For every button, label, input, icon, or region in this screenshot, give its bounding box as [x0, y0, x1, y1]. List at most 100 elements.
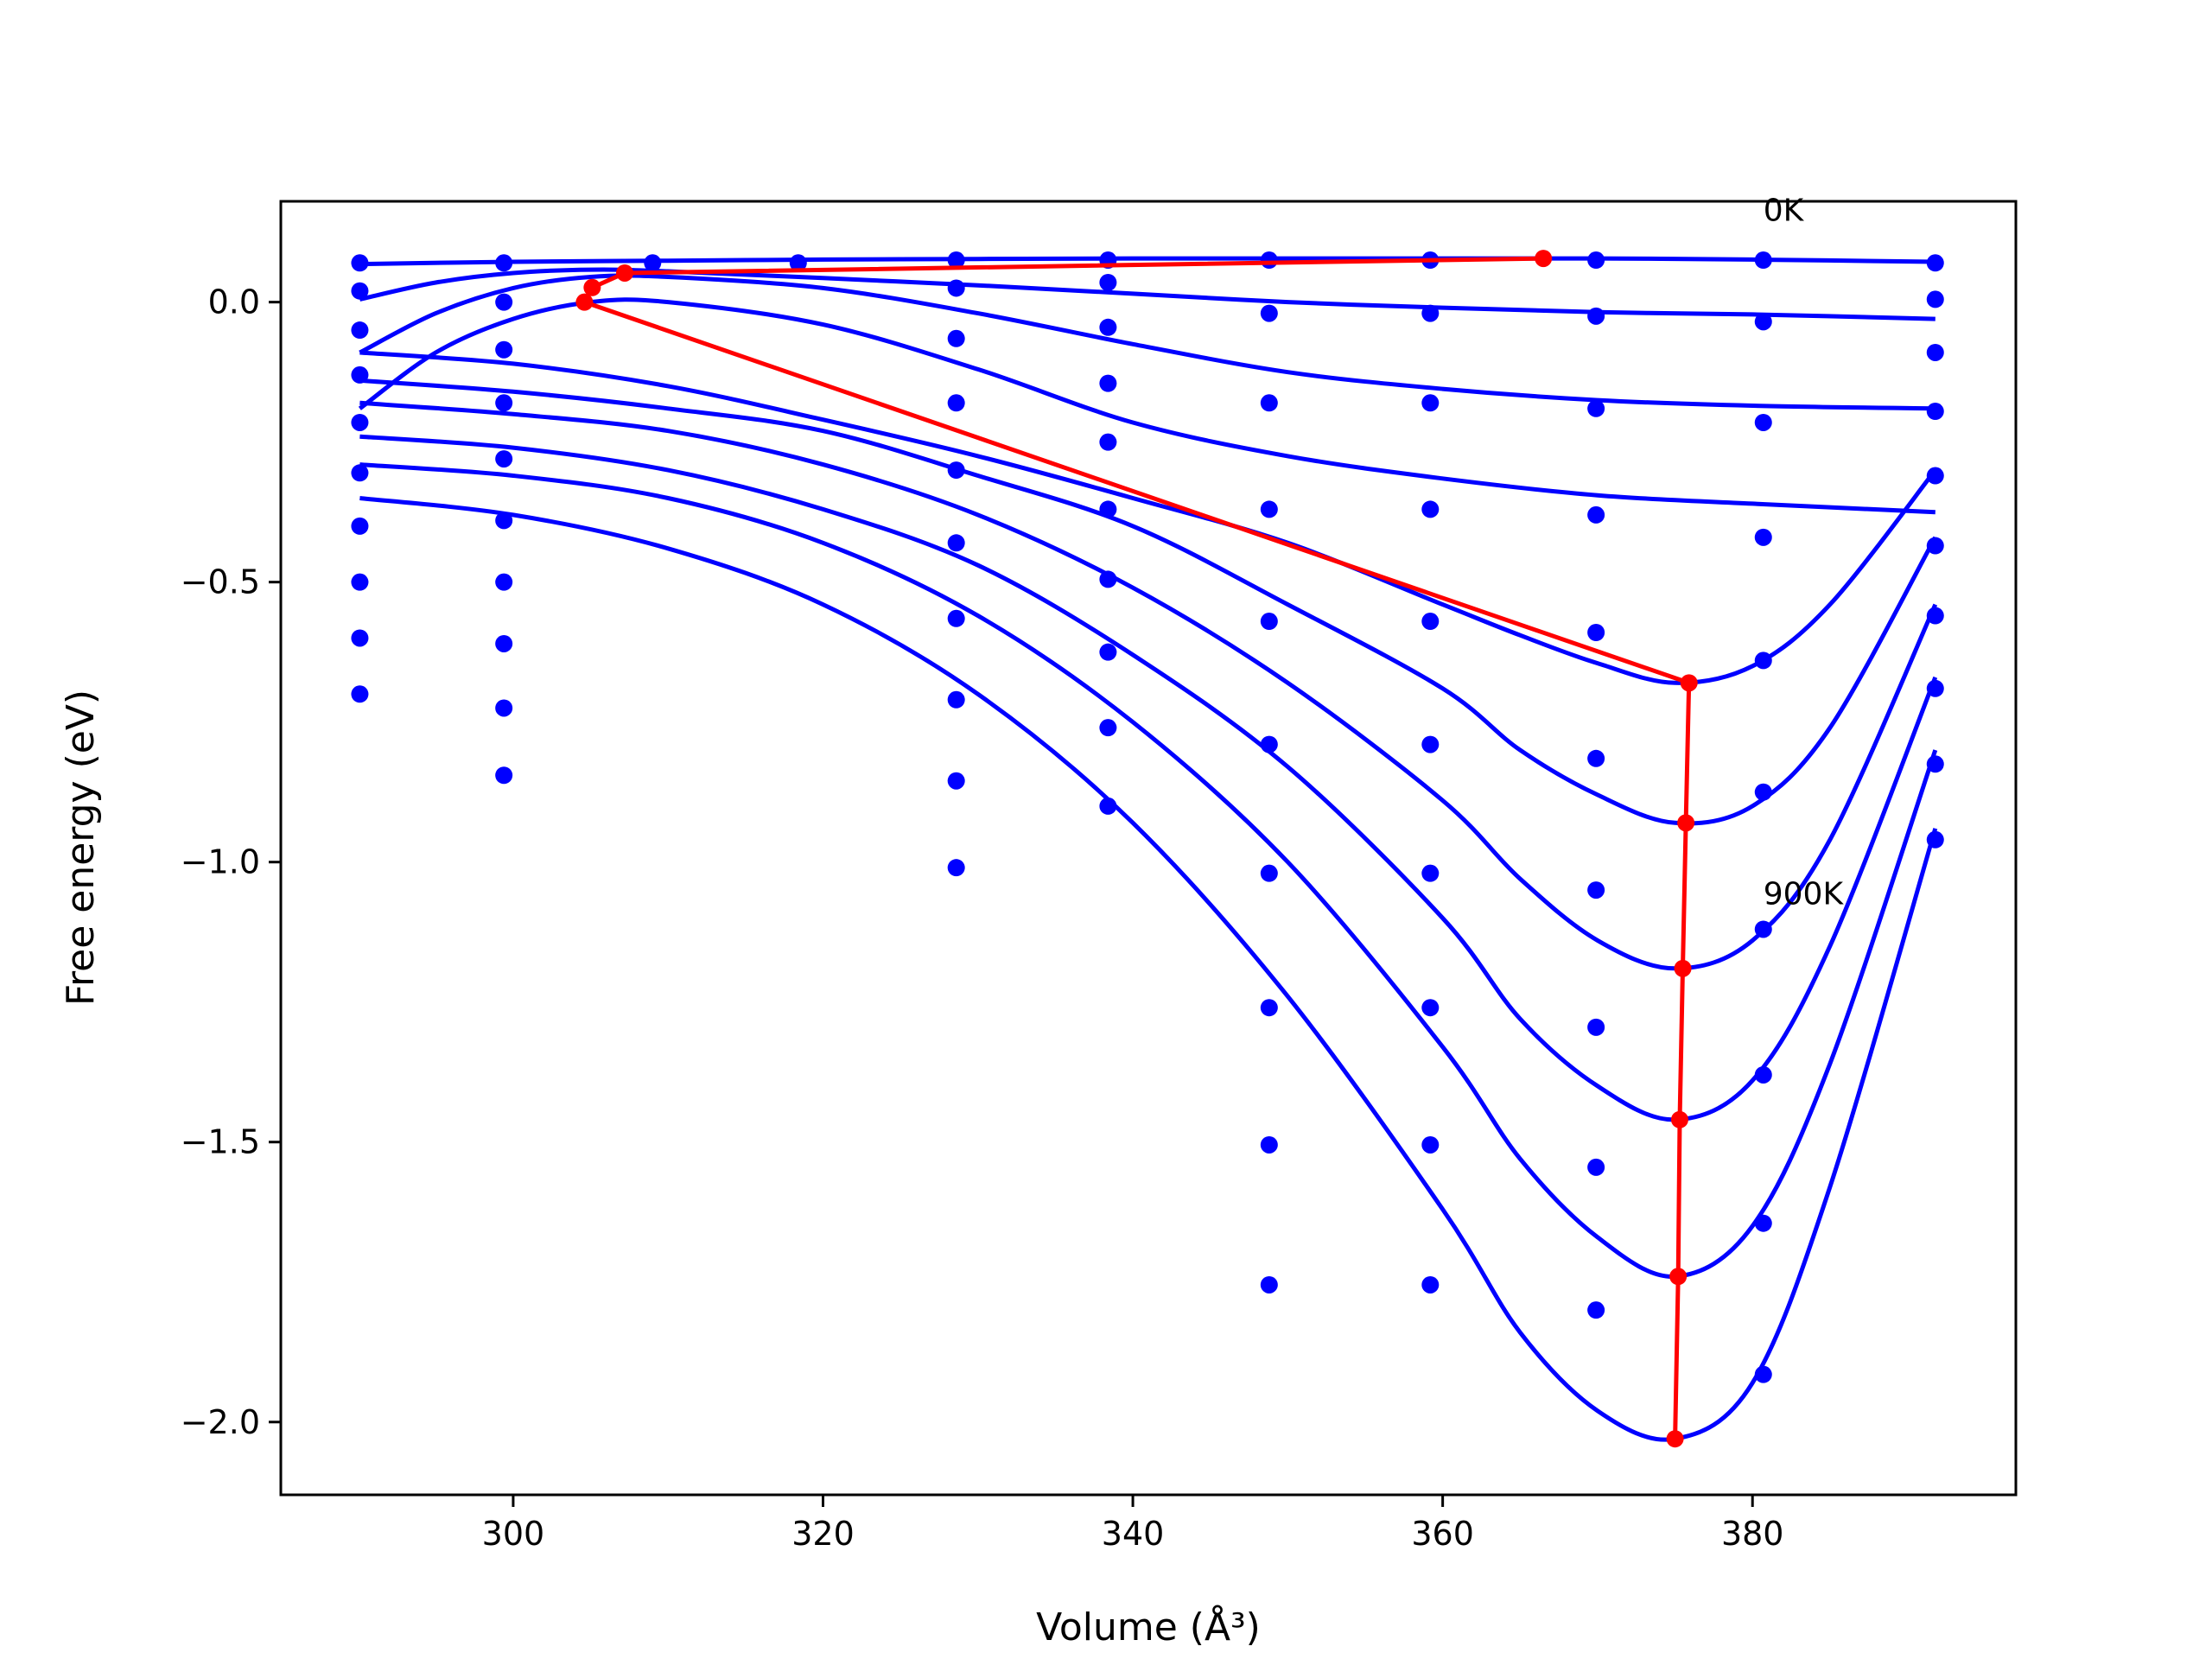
data-point: [495, 573, 513, 591]
x-tick-label: 360: [1411, 1515, 1474, 1553]
data-point: [1421, 1275, 1440, 1294]
minimum-path-point: [1670, 1110, 1688, 1128]
data-point: [1260, 1275, 1278, 1294]
minimum-path-point: [616, 264, 634, 282]
data-point: [644, 254, 662, 272]
minimum-path-point: [1674, 959, 1692, 977]
data-point: [1587, 1301, 1605, 1319]
data-point: [947, 690, 965, 709]
data-point: [1421, 613, 1440, 631]
data-point: [351, 413, 369, 431]
data-point: [495, 254, 513, 272]
data-point: [495, 293, 513, 311]
data-point: [351, 629, 369, 647]
data-point: [947, 394, 965, 412]
data-point: [1754, 652, 1772, 670]
data-point: [1099, 643, 1117, 661]
data-point: [1926, 343, 1944, 361]
data-point: [1754, 1214, 1772, 1232]
data-point: [351, 254, 369, 272]
data-point: [1926, 290, 1944, 308]
x-tick-label: 320: [791, 1515, 855, 1553]
plot-area: [351, 250, 1944, 1448]
data-point: [1926, 755, 1944, 773]
data-point: [1099, 500, 1117, 518]
data-point: [947, 772, 965, 790]
x-axis-label: Volume (Å³): [1036, 1604, 1261, 1649]
data-point: [947, 329, 965, 347]
data-point: [1587, 505, 1605, 524]
data-point: [1421, 999, 1440, 1017]
data-point: [1099, 273, 1117, 291]
x-tick-label: 300: [482, 1515, 545, 1553]
data-point: [1421, 1135, 1440, 1154]
data-point: [351, 685, 369, 703]
data-point: [351, 573, 369, 591]
minimum-path-point: [583, 278, 601, 296]
data-point: [1587, 881, 1605, 899]
data-point: [1421, 304, 1440, 322]
data-point: [1099, 719, 1117, 737]
data-point: [1260, 394, 1278, 412]
data-point: [1587, 624, 1605, 641]
data-point: [1099, 433, 1117, 451]
data-point: [351, 282, 369, 300]
data-point: [1099, 374, 1117, 392]
annotations: 0K 900K: [1764, 194, 1845, 912]
minimum-path-point: [1669, 1268, 1688, 1286]
data-point: [1099, 318, 1117, 336]
data-point: [1926, 403, 1944, 421]
data-point: [1260, 735, 1278, 753]
data-point: [495, 634, 513, 652]
fit-curve-9: [359, 496, 1938, 1442]
data-point: [1260, 251, 1278, 270]
data-point: [947, 609, 965, 627]
y-tick-label: −2.0: [181, 1403, 260, 1441]
data-point: [1926, 607, 1944, 625]
y-tick-label: 0.0: [208, 283, 260, 321]
fit-curve-5: [359, 378, 1937, 826]
minimum-path-point: [1680, 674, 1698, 692]
data-point: [947, 534, 965, 552]
fit-curve-2: [359, 273, 1936, 411]
x-tick-label: 380: [1721, 1515, 1784, 1553]
data-point: [1260, 1135, 1278, 1154]
data-point: [1587, 251, 1605, 270]
data-point: [1260, 999, 1278, 1017]
y-tick-label: −1.5: [181, 1123, 260, 1161]
data-point: [495, 394, 513, 412]
minimum-path-point: [1535, 250, 1553, 268]
data-point: [1587, 1158, 1605, 1176]
data-point: [1099, 797, 1117, 815]
fit-curve-1: [359, 267, 1936, 321]
data-point: [947, 279, 965, 297]
data-point: [1754, 1065, 1772, 1084]
data-point: [1754, 251, 1772, 270]
fit-curve-0: [359, 256, 1936, 267]
data-point: [1587, 399, 1605, 417]
y-tick-label: −0.5: [181, 563, 260, 601]
data-point: [495, 450, 513, 468]
data-point: [1587, 307, 1605, 325]
data-point: [1260, 304, 1278, 322]
y-tick-label: −1.0: [181, 843, 260, 881]
fit-curve-8: [359, 462, 1938, 1279]
data-point: [351, 464, 369, 482]
data-point: [1260, 500, 1278, 518]
data-point: [947, 251, 965, 270]
data-point: [1926, 467, 1944, 485]
data-point: [1926, 830, 1944, 849]
axes-frame: [279, 200, 2018, 1497]
data-point: [947, 461, 965, 480]
data-point: [1754, 413, 1772, 431]
data-point: [1421, 864, 1440, 882]
x-tick-label: 340: [1102, 1515, 1165, 1553]
data-point: [1926, 254, 1944, 272]
data-point: [1260, 613, 1278, 631]
data-point: [1421, 735, 1440, 753]
minimum-path-point: [1666, 1430, 1684, 1448]
axis-ticks: 300 320 340 360 380 0.0 −0.5 −1.0 −1.5 −2.0: [181, 283, 1784, 1553]
data-point: [1099, 570, 1117, 588]
data-point: [1421, 394, 1440, 412]
